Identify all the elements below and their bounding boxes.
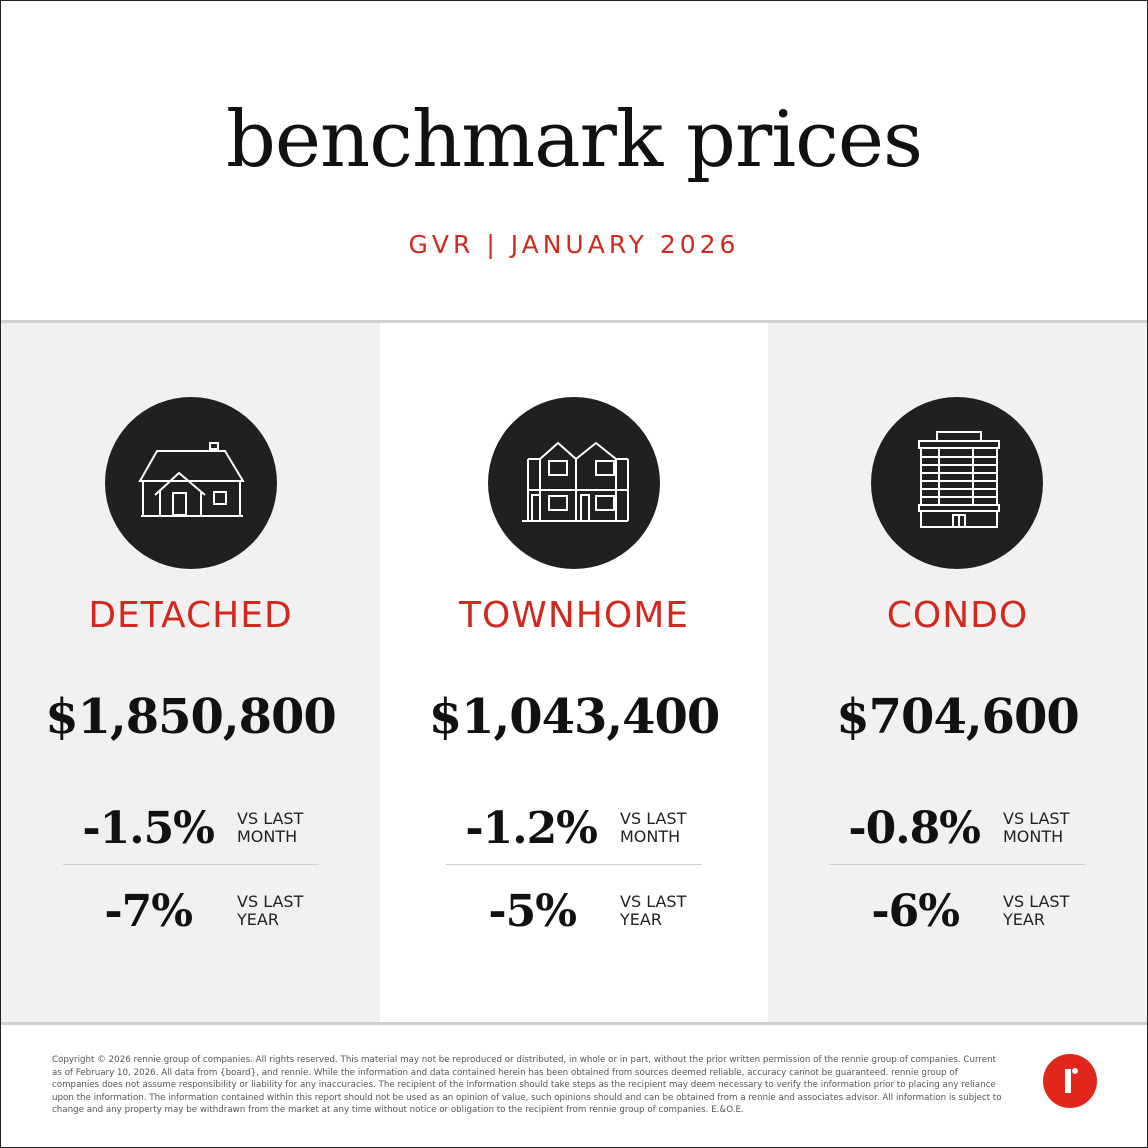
copyright-disclaimer: Copyright © 2026 rennie group of compani…: [52, 1055, 1002, 1115]
detached-house-icon: [105, 397, 277, 569]
year-change: -7%: [104, 886, 193, 937]
month-change-label: VS LAST MONTH: [620, 810, 740, 846]
year-change: -6%: [871, 886, 960, 937]
month-change: -0.8%: [848, 803, 981, 854]
property-type-label: TOWNHOME: [458, 595, 690, 636]
detached-column: DETACHED $1,850,800 -1.5% VS LAST MONTH …: [1, 323, 380, 1022]
month-change: -1.2%: [465, 803, 598, 854]
page-subtitle: GVR | JANUARY 2026: [408, 230, 740, 259]
month-change-label: VS LAST MONTH: [237, 810, 357, 846]
logo-mark-stem: [1065, 1069, 1071, 1093]
stat-divider: [829, 864, 1085, 865]
logo-mark-dot: [1072, 1068, 1078, 1074]
label-line: VS LAST: [620, 809, 687, 828]
label-line: MONTH: [620, 827, 681, 846]
label-line: MONTH: [1003, 827, 1064, 846]
benchmark-price: $704,600: [836, 689, 1080, 745]
label-line: YEAR: [1003, 910, 1045, 929]
stat-divider: [63, 864, 319, 865]
header: benchmark prices GVR | JANUARY 2026: [1, 1, 1147, 320]
townhome-icon: [488, 397, 660, 569]
stat-divider: [446, 864, 702, 865]
month-change-label: VS LAST MONTH: [1003, 810, 1123, 846]
year-change-label: VS LAST YEAR: [1003, 893, 1123, 929]
label-line: VS LAST: [1003, 809, 1070, 828]
label-line: VS LAST: [620, 892, 687, 911]
top-divider: [1, 320, 1147, 323]
label-line: VS LAST: [1003, 892, 1070, 911]
month-change: -1.5%: [82, 803, 215, 854]
bottom-divider: [1, 1022, 1147, 1025]
property-type-label: CONDO: [886, 595, 1029, 636]
label-line: YEAR: [620, 910, 662, 929]
label-line: VS LAST: [237, 892, 304, 911]
year-change: -5%: [488, 886, 577, 937]
label-line: YEAR: [237, 910, 279, 929]
rennie-logo: [1043, 1054, 1097, 1108]
property-type-label: DETACHED: [88, 595, 293, 636]
townhome-column: TOWNHOME $1,043,400 -1.2% VS LAST MONTH …: [380, 323, 768, 1022]
page-title: benchmark prices: [225, 95, 923, 185]
benchmark-price: $1,043,400: [428, 689, 721, 745]
condo-column: CONDO $704,600 -0.8% VS LAST MONTH -6% V…: [768, 323, 1147, 1022]
label-line: MONTH: [237, 827, 298, 846]
year-change-label: VS LAST YEAR: [237, 893, 357, 929]
year-change-label: VS LAST YEAR: [620, 893, 740, 929]
condo-building-icon: [871, 397, 1043, 569]
benchmark-price: $1,850,800: [45, 689, 337, 745]
label-line: VS LAST: [237, 809, 304, 828]
